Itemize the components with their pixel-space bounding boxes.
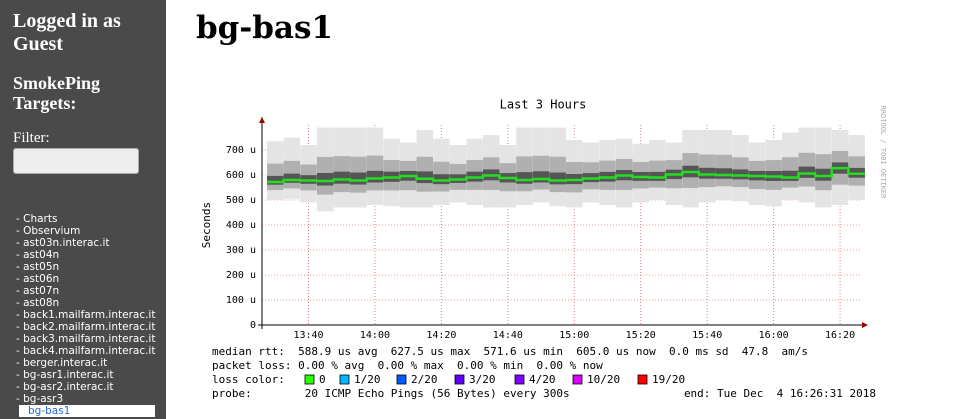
smoke-core — [433, 174, 450, 185]
y-tick-label: 500 u — [226, 195, 256, 206]
chart: Last 3 Hours Seconds RRDTOOL / TOBI OETIKE… — [200, 98, 887, 401]
loss-swatch — [304, 374, 315, 385]
smoke-core — [366, 170, 384, 183]
end-text: end: Tue Dec 4 16:26:31 2018 — [684, 387, 876, 400]
page-title: bg-bas1 — [196, 10, 334, 46]
legend-line: median rtt: 588.9 us avg 627.5 us max 57… — [212, 345, 808, 358]
y-axis-label: Seconds — [200, 202, 213, 248]
target-link[interactable]: - ast06n — [16, 273, 60, 285]
side-note: RRDTOOL / TOBI OETIKER — [879, 106, 887, 200]
loss-swatch — [396, 374, 407, 385]
x-tick-label: 16:20 — [825, 330, 855, 341]
x-tick-label: 14:40 — [493, 330, 523, 341]
chart-title: Last 3 Hours — [500, 98, 587, 112]
y-tick-label: 100 u — [226, 295, 256, 306]
filter-label: Filter: — [13, 130, 50, 146]
y-tick-label: 400 u — [226, 220, 256, 231]
target-tree: - Charts - Observium - ast03n.interac.it - … — [16, 213, 155, 405]
x-tick-label: 15:40 — [692, 330, 722, 341]
target-link[interactable]: - Charts — [16, 213, 58, 225]
target-link[interactable]: - ast04n — [16, 249, 60, 261]
legend-line: packet loss: 0.00 % avg 0.00 % max 0.00 … — [212, 359, 603, 372]
y-tick-label: 700 u — [226, 145, 256, 156]
target-link[interactable]: - back4.mailfarm.interac.it — [16, 345, 156, 357]
target-link[interactable]: - bg-asr2.interac.it — [16, 381, 114, 393]
target-link[interactable]: - bg-asr1.interac.it — [16, 369, 114, 381]
target-link[interactable]: - ast07n — [16, 285, 60, 297]
smoke-core — [798, 166, 816, 178]
x-tick-label: 16:00 — [759, 330, 789, 341]
loss-color-label: 4/20 — [529, 373, 556, 386]
y-tick-label: 600 u — [226, 170, 256, 181]
loss-color-label: 1/20 — [354, 373, 381, 386]
y-tick-label: 200 u — [226, 270, 256, 281]
loss-color-label: 0 — [319, 373, 326, 386]
x-tick-label: 13:40 — [293, 330, 323, 341]
target-link[interactable]: - Observium — [16, 225, 81, 237]
smoke-core — [532, 171, 550, 183]
loss-color-label: 19/20 — [652, 373, 685, 386]
target-link[interactable]: - back1.mailfarm.interac.it — [16, 309, 156, 321]
smoke-core — [316, 172, 334, 186]
y-tick-label: 0 — [250, 320, 256, 331]
x-tick-label: 14:00 — [360, 330, 390, 341]
loss-label: loss color: — [212, 373, 285, 386]
smoke-core — [781, 170, 799, 181]
target-link[interactable]: - back3.mailfarm.interac.it — [16, 333, 156, 345]
x-tick-label: 15:20 — [626, 330, 656, 341]
y-tick-label: 300 u — [226, 245, 256, 256]
smoke-core — [715, 168, 733, 179]
smoke-core — [815, 168, 832, 181]
target-link[interactable]: - ast03n.interac.it — [16, 237, 110, 249]
loss-swatch — [637, 374, 648, 385]
target-link[interactable]: - bg-asr3 — [16, 393, 64, 405]
smoke-core — [267, 175, 284, 185]
selected-target[interactable]: bg-bas1 — [19, 405, 155, 417]
smoke-core — [333, 171, 350, 184]
loss-swatch — [454, 374, 465, 385]
target-link[interactable]: - ast08n — [16, 297, 60, 309]
filter-input[interactable] — [13, 148, 139, 174]
sidebar: Logged in as Guest SmokePing Targets: Fi… — [0, 0, 166, 419]
loss-color-label: 10/20 — [587, 373, 620, 386]
login-text: Logged in as Guest — [13, 10, 121, 55]
loss-swatch — [339, 374, 350, 385]
smoke-core — [416, 171, 434, 184]
target-link[interactable]: - ast05n — [16, 261, 60, 273]
smoke-core — [549, 172, 566, 185]
smoke-core — [516, 172, 533, 184]
targets-heading: SmokePing Targets: — [13, 73, 101, 113]
probe-text: probe: 20 ICMP Echo Pings (56 Bytes) eve… — [212, 387, 570, 400]
target-link[interactable]: - back2.mailfarm.interac.it — [16, 321, 156, 333]
smoke-core — [283, 173, 301, 183]
loss-swatch — [514, 374, 525, 385]
smoke-core — [350, 172, 367, 185]
loss-color-label: 3/20 — [469, 373, 496, 386]
x-tick-label: 15:00 — [559, 330, 589, 341]
x-tick-label: 14:20 — [426, 330, 456, 341]
loss-swatch — [572, 374, 583, 385]
median-line — [267, 166, 865, 184]
target-link[interactable]: - berger.interac.it — [16, 357, 108, 369]
loss-color-label: 2/20 — [411, 373, 438, 386]
